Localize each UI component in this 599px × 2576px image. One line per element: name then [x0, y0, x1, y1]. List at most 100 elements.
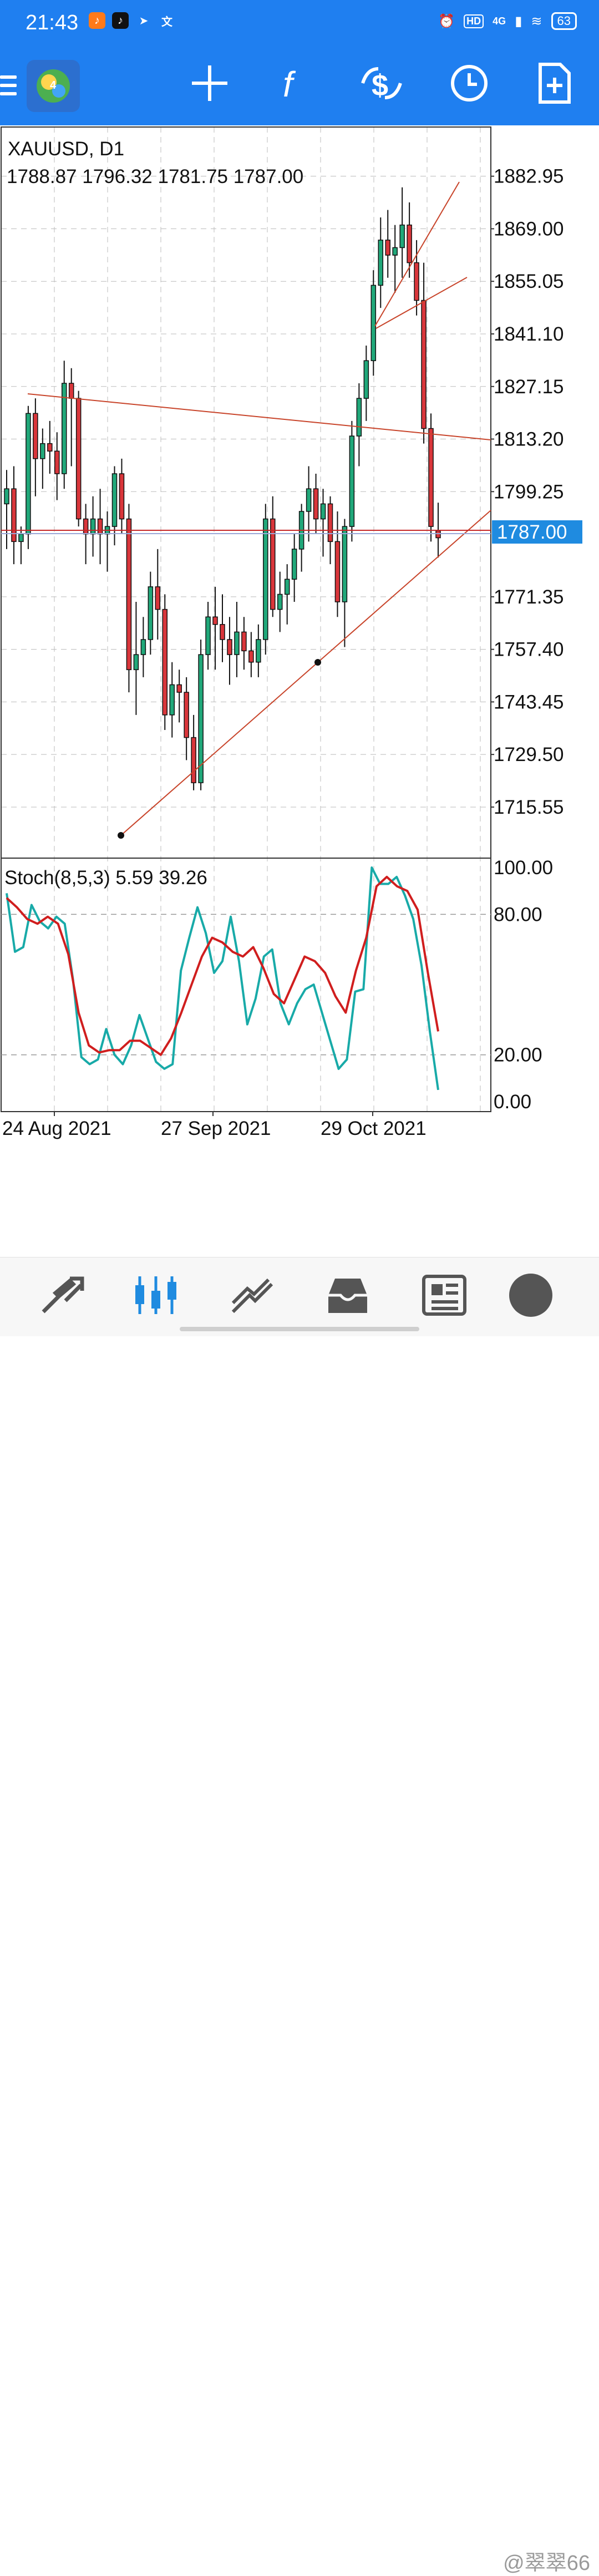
- candle-body: [18, 533, 24, 542]
- candle-body: [155, 586, 161, 610]
- candle-body: [133, 654, 139, 671]
- candle-body: [356, 398, 362, 437]
- candle-body: [320, 503, 326, 520]
- candle-body: [184, 692, 189, 738]
- candle-body: [248, 650, 254, 663]
- toolbar: 4 f $: [0, 44, 599, 125]
- candle-body: [191, 737, 196, 783]
- candle-body: [327, 503, 333, 542]
- candle-body: [111, 473, 118, 527]
- price-tick-label: 1869.00: [494, 218, 564, 240]
- current-price-label: 1787.00: [497, 521, 567, 543]
- alarm-icon: ⏰: [438, 13, 455, 29]
- clock-icon[interactable]: [447, 61, 491, 105]
- price-axis: 1882.95 1869.00 1855.05 1841.10 1827.15 1813.…: [491, 166, 564, 818]
- candle-body: [270, 518, 276, 610]
- trendlines[interactable]: [27, 181, 491, 839]
- send-icon: ➤: [139, 14, 149, 27]
- candle-body: [370, 285, 377, 361]
- candle-body: [291, 549, 297, 580]
- candle-body: [428, 428, 434, 527]
- price-tick-label: 1729.50: [494, 744, 564, 765]
- wifi-icon: ≋: [531, 13, 542, 29]
- candle-body: [363, 360, 369, 399]
- candle-body: [378, 240, 384, 286]
- stochastic-level-label: 100.00: [494, 857, 553, 879]
- tiktok-icon: ♪: [112, 12, 129, 29]
- watermark: @翠翠66: [503, 2552, 590, 2575]
- symbol-label: XAUUSD, D1: [8, 138, 124, 160]
- candle-body: [33, 413, 38, 459]
- history-icon[interactable]: [323, 1273, 373, 1317]
- price-tick-label: 1771.35: [494, 586, 564, 608]
- price-tick-label: 1743.45: [494, 691, 564, 713]
- trendline-resistance[interactable]: [27, 393, 491, 440]
- trendline-anchor-point[interactable]: [118, 832, 124, 839]
- menu-icon[interactable]: [0, 75, 17, 95]
- stochastic-axis: 100.00 80.00 20.00 0.00: [494, 857, 553, 1113]
- chart-area[interactable]: 1882.95 1869.00 1855.05 1841.10 1827.15 1813.…: [0, 125, 599, 1257]
- price-tick-label: 1715.55: [494, 797, 564, 818]
- candle-body: [227, 639, 232, 655]
- metatrader-logo[interactable]: 4: [27, 60, 80, 112]
- trendline-anchor-point[interactable]: [314, 659, 321, 666]
- candle-body: [234, 631, 240, 655]
- status-right-indicators: ⏰ HD 4G ▮ ≋ 63: [438, 12, 577, 30]
- candle-body: [198, 654, 204, 783]
- candle-body: [414, 262, 419, 301]
- price-tick-label: 1855.05: [494, 271, 564, 292]
- chart-icon[interactable]: [131, 1273, 181, 1317]
- channel-upper-line[interactable]: [374, 181, 460, 327]
- candle-body: [421, 300, 427, 429]
- candle-body: [47, 443, 53, 452]
- candle-body: [54, 450, 60, 474]
- price-tick-label: 1757.40: [494, 639, 564, 661]
- price-tick-label: 1841.10: [494, 323, 564, 345]
- candle-body: [392, 247, 398, 256]
- app-notification-icon: ♪: [89, 12, 105, 29]
- svg-text:4: 4: [50, 79, 57, 92]
- status-bar: 21:43 ♪ ♪ ➤ 文 ⏰ HD 4G ▮ ≋ 63: [0, 0, 599, 44]
- hd-badge: HD: [464, 14, 484, 28]
- price-tick-label: 1827.15: [494, 376, 564, 398]
- candle-body: [256, 639, 261, 663]
- price-tick-label: 1799.25: [494, 481, 564, 503]
- candle-body: [75, 398, 82, 520]
- stochastic-signal-line: [6, 875, 439, 1056]
- trade-icon[interactable]: [227, 1273, 277, 1317]
- candle-body: [97, 518, 103, 535]
- candle-body: [148, 586, 154, 640]
- chart-border: [1, 126, 491, 1112]
- avatar[interactable]: [509, 1274, 552, 1317]
- home-indicator[interactable]: [180, 1327, 419, 1331]
- indicators-icon[interactable]: f: [273, 61, 317, 105]
- candlesticks: [4, 187, 441, 790]
- candle-body: [241, 631, 247, 652]
- stochastic-label: Stoch(8,5,3) 5.59 39.26: [4, 867, 207, 889]
- candle-body: [306, 488, 312, 512]
- battery-icon: 63: [551, 12, 577, 30]
- trade-dollar-icon[interactable]: $: [359, 61, 404, 105]
- candle-body: [140, 639, 146, 655]
- candle-body: [83, 518, 89, 535]
- candle-body: [119, 473, 125, 520]
- candle-body: [26, 413, 31, 535]
- date-label: 24 Aug 2021: [2, 1118, 111, 1139]
- candle-body: [40, 443, 45, 459]
- translate-icon: 文: [161, 16, 172, 28]
- trendline-support[interactable]: [120, 510, 491, 836]
- new-document-icon[interactable]: [532, 61, 577, 105]
- candle-body: [11, 488, 17, 542]
- candle-body: [126, 518, 132, 671]
- channel-lower-line[interactable]: [375, 277, 468, 329]
- candle-body: [435, 530, 441, 539]
- quotes-icon[interactable]: [37, 1273, 87, 1317]
- price-tick-label: 1813.20: [494, 429, 564, 450]
- stochastic-level-label: 0.00: [494, 1091, 531, 1113]
- crosshair-icon[interactable]: [187, 61, 232, 105]
- candle-body: [349, 435, 355, 527]
- status-time: 21:43: [26, 11, 79, 34]
- news-icon[interactable]: [419, 1273, 469, 1317]
- candle-body: [169, 684, 175, 716]
- stochastic-panel: [1, 866, 491, 1091]
